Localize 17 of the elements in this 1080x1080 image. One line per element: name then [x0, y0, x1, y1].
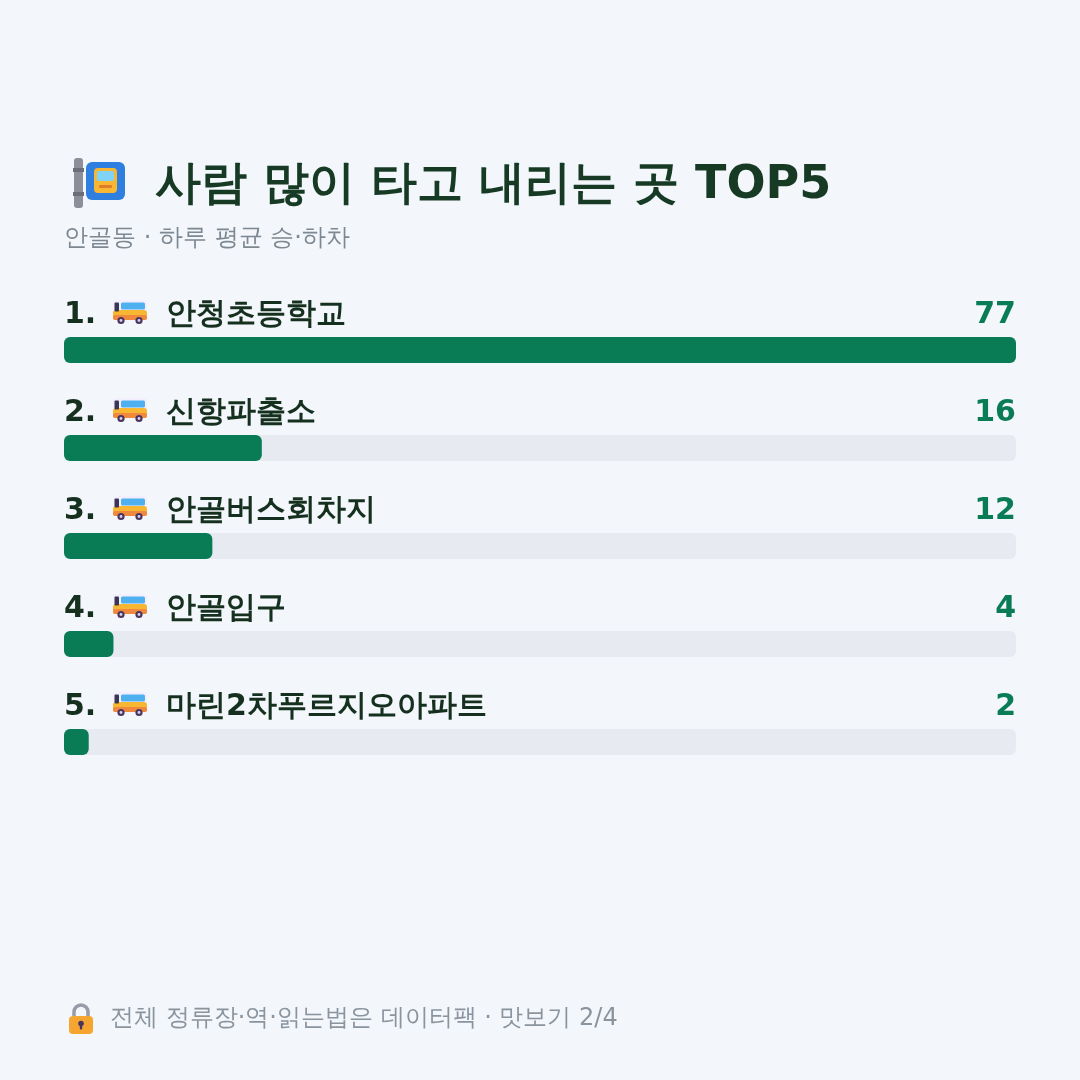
- data-label: 4: [995, 588, 1016, 624]
- data-label: 12: [974, 490, 1016, 526]
- data-label: 16: [974, 392, 1016, 428]
- data-label: 2: [995, 686, 1016, 722]
- data-label: 77: [974, 294, 1016, 330]
- text: 전체 정류장·역·읽는법은 데이터팩 · 맛보기 2/4: [110, 1003, 618, 1031]
- category-label: 1. 안청초등학교: [64, 294, 346, 330]
- category-label: 5. 마린2차푸르지오아파트: [64, 686, 487, 722]
- category-label: 2. 신항파출소: [64, 392, 316, 428]
- bar: [64, 729, 89, 755]
- bar: [64, 533, 213, 559]
- bar: [64, 631, 114, 657]
- chart-title: 사람 많이 타고 내리는 곳 TOP5: [155, 155, 832, 209]
- category-label: 4. 안골입구: [64, 588, 286, 624]
- category-label: 3. 안골버스회차지: [64, 490, 376, 526]
- bar: [64, 435, 262, 461]
- chart-subtitle: 안골동 · 하루 평균 승·하차: [64, 223, 350, 251]
